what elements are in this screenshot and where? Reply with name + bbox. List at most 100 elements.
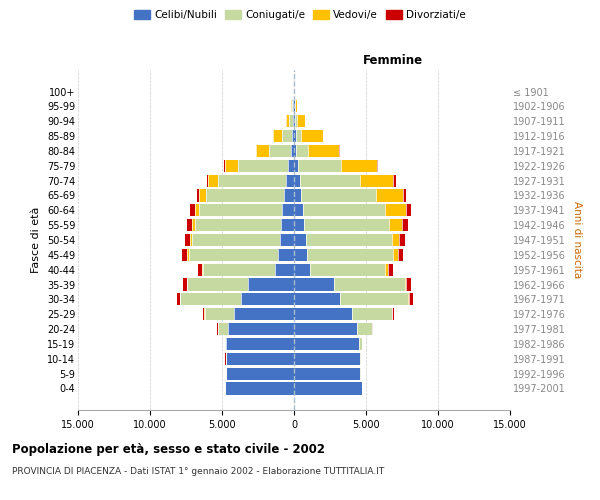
Bar xyxy=(294,234,305,246)
Bar xyxy=(307,249,394,261)
Bar xyxy=(226,338,294,350)
Bar xyxy=(402,219,408,231)
Bar xyxy=(399,234,405,246)
Bar xyxy=(294,338,359,350)
Bar xyxy=(406,278,412,290)
Bar xyxy=(292,130,294,142)
Bar xyxy=(187,249,189,261)
Bar xyxy=(288,160,294,172)
Bar xyxy=(405,278,406,290)
Bar xyxy=(352,308,392,320)
Bar xyxy=(294,368,360,380)
Bar xyxy=(225,382,294,394)
Bar xyxy=(294,278,334,290)
Text: Femmine: Femmine xyxy=(363,54,424,66)
Bar xyxy=(376,190,403,202)
Bar xyxy=(389,219,402,231)
Bar xyxy=(199,204,283,216)
Bar xyxy=(388,264,392,276)
Bar xyxy=(294,249,307,261)
Bar xyxy=(294,323,358,335)
Bar xyxy=(334,278,405,290)
Bar xyxy=(385,204,406,216)
Bar xyxy=(294,174,300,186)
Bar xyxy=(293,115,294,128)
Bar xyxy=(228,323,294,335)
Bar xyxy=(256,145,269,157)
Bar xyxy=(284,190,294,202)
Bar xyxy=(301,190,376,202)
Bar xyxy=(294,190,301,202)
Legend: Celibi/Nubili, Coniugati/e, Vedovi/e, Divorziati/e: Celibi/Nubili, Coniugati/e, Vedovi/e, Di… xyxy=(132,8,468,22)
Bar xyxy=(295,100,297,112)
Bar xyxy=(377,160,378,172)
Bar xyxy=(282,130,292,142)
Bar xyxy=(340,294,408,306)
Bar xyxy=(192,219,194,231)
Text: PROVINCIA DI PIACENZA - Dati ISTAT 1° gennaio 2002 - Elaborazione TUTTITALIA.IT: PROVINCIA DI PIACENZA - Dati ISTAT 1° ge… xyxy=(12,468,384,476)
Bar xyxy=(294,382,362,394)
Bar xyxy=(308,145,340,157)
Bar xyxy=(310,264,385,276)
Bar xyxy=(298,160,341,172)
Bar xyxy=(341,160,377,172)
Bar xyxy=(280,234,294,246)
Bar xyxy=(294,115,295,128)
Bar xyxy=(278,249,294,261)
Bar xyxy=(294,219,304,231)
Bar xyxy=(358,323,372,335)
Bar xyxy=(203,308,205,320)
Bar xyxy=(281,219,294,231)
Bar xyxy=(409,294,413,306)
Bar xyxy=(241,294,294,306)
Bar xyxy=(202,264,203,276)
Bar xyxy=(190,204,194,216)
Bar xyxy=(394,249,398,261)
Bar xyxy=(197,190,199,202)
Bar xyxy=(406,204,412,216)
Bar xyxy=(238,160,288,172)
Bar xyxy=(294,294,340,306)
Bar xyxy=(218,174,286,186)
Bar xyxy=(225,160,238,172)
Bar xyxy=(233,308,294,320)
Bar xyxy=(182,249,187,261)
Bar xyxy=(302,204,385,216)
Bar xyxy=(292,100,293,112)
Bar xyxy=(218,323,228,335)
Bar xyxy=(198,264,202,276)
Bar xyxy=(300,174,360,186)
Bar xyxy=(360,352,361,365)
Bar xyxy=(372,323,373,335)
Bar xyxy=(304,219,389,231)
Bar xyxy=(305,234,392,246)
Bar xyxy=(296,145,308,157)
Bar xyxy=(291,145,294,157)
Bar xyxy=(392,234,399,246)
Bar xyxy=(180,294,241,306)
Bar xyxy=(385,264,388,276)
Bar xyxy=(203,264,275,276)
Bar xyxy=(294,308,352,320)
Bar xyxy=(293,100,294,112)
Bar xyxy=(226,368,294,380)
Bar xyxy=(206,190,284,202)
Bar xyxy=(294,145,296,157)
Bar xyxy=(360,174,394,186)
Bar xyxy=(359,338,362,350)
Bar xyxy=(294,264,310,276)
Text: Popolazione per età, sesso e stato civile - 2002: Popolazione per età, sesso e stato civil… xyxy=(12,442,325,456)
Bar xyxy=(403,190,406,202)
Bar xyxy=(192,234,280,246)
Bar xyxy=(398,249,403,261)
Bar xyxy=(183,278,187,290)
Bar xyxy=(294,160,298,172)
Bar xyxy=(298,115,305,128)
Bar xyxy=(190,234,192,246)
Bar xyxy=(286,174,294,186)
Bar xyxy=(207,174,208,186)
Bar xyxy=(408,294,409,306)
Y-axis label: Fasce di età: Fasce di età xyxy=(31,207,41,273)
Bar xyxy=(217,323,218,335)
Bar xyxy=(248,278,294,290)
